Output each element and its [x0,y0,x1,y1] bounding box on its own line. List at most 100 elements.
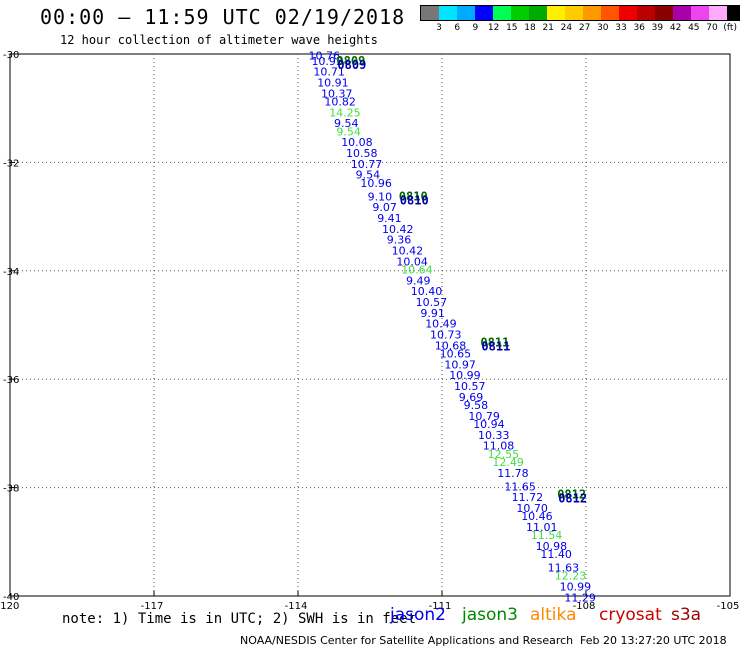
wave-height-value: 10.64 [401,264,433,277]
color-scale-label: 39 [651,23,664,33]
color-scale-label: 6 [454,23,461,33]
wave-height-value: 12.55 [488,448,519,461]
color-scale-labels: 3 6 9 12 15 18 21 24 27 30 33 36 39 42 45 70 (ft) [420,21,740,33]
wave-height-value: 10.76 [309,49,341,62]
color-swatch [421,6,439,20]
wave-height-value: 9.54 [336,125,361,138]
color-swatch [583,6,601,20]
wave-height-value: 11.78 [497,467,529,480]
color-swatch [655,6,673,20]
color-swatch [727,6,740,20]
wave-height-value: 11.01 [526,521,558,534]
color-swatch [673,6,691,20]
wave-height-value: 10.70 [516,502,548,515]
wave-height-value: 10.58 [346,147,378,160]
wave-height-value: 10.79 [468,410,500,423]
wave-height-value: 11.54 [531,529,563,542]
color-swatch [475,6,493,20]
wave-height-value: 10.73 [430,329,462,342]
legend-item-s3a: s3a [671,605,702,625]
wave-height-value: 12.23 [555,570,587,583]
wave-height-value: 10.93 [311,55,343,68]
wave-height-value: 10.99 [560,581,592,594]
wave-height-value: 11.72 [512,491,543,504]
wave-height-value: 9.49 [406,274,431,287]
color-scale-label: 9 [472,23,479,33]
x-tick-label: -117 [141,601,164,612]
pass-time-label: 0810 [399,189,428,203]
wave-height-value: 10.96 [360,177,392,190]
color-scale-label: 24 [560,23,573,33]
wave-height-value: 10.77 [351,158,383,171]
wave-height-value: 10.57 [454,380,486,393]
pass-time-label: 0809 [336,54,365,68]
y-tick-label: -40 [3,592,19,603]
color-scale: 3 6 9 12 15 18 21 24 27 30 33 36 39 42 45 70 (ft) [420,5,740,33]
pass-time-label-shadow: 0811 [481,340,510,354]
color-scale-label: 21 [542,23,554,33]
wave-height-value: 9.41 [377,212,402,225]
y-tick-label: -38 [3,484,19,495]
y-tick-label: -32 [3,158,19,169]
wave-height-value: 10.40 [411,285,443,298]
color-scale-label: 30 [597,23,609,33]
color-swatch [691,6,709,20]
wave-height-value: 11.08 [483,440,515,453]
wave-height-value: 11.29 [564,591,596,604]
footer-timestamp: Feb 20 13:27:20 UTC 2018 [580,634,727,647]
color-swatch [565,6,583,20]
color-swatch [547,6,565,20]
color-scale-label: 70 [706,23,718,33]
color-swatch [619,6,637,20]
wave-height-value: 9.10 [368,190,393,203]
wave-height-value: 10.33 [478,429,510,442]
wave-height-value: 10.99 [449,369,481,382]
wave-height-value: 10.65 [440,348,472,361]
wave-height-value: 10.04 [396,255,428,268]
color-scale-label: 3 [436,23,442,33]
pass-time-label-shadow: 0812 [558,491,587,505]
wave-height-value: 9.54 [334,117,359,130]
wave-height-value: 10.82 [324,95,356,108]
chart-title: 00:00 – 11:59 UTC 02/19/2018 [40,5,406,29]
wave-height-value: 10.68 [435,339,467,352]
y-tick-label: -34 [3,267,19,278]
wave-height-value: 9.54 [356,169,381,182]
wave-height-value: 10.98 [536,540,568,553]
pass-time-label-shadow: 0810 [400,193,429,207]
color-scale-unit: (ft) [723,23,737,33]
pass-time-label-shadow: 0809 [337,58,366,72]
wave-height-value: 11.65 [504,480,536,493]
wave-height-value: 10.94 [473,418,505,431]
x-tick-label: -108 [573,601,596,612]
note-text: note: 1) Time is in UTC; 2) SWH is in fe… [62,611,417,627]
y-tick-label: -36 [3,375,19,386]
color-swatch [511,6,529,20]
color-swatch [637,6,655,20]
color-swatch [457,6,475,20]
wave-height-value: 12.49 [492,456,524,469]
y-tick-label: -30 [3,50,19,61]
x-tick-label: -114 [285,601,308,612]
legend-item-jason3: jason3 [462,605,518,625]
color-swatch [439,6,457,20]
pass-time-label: 0812 [557,487,586,501]
x-tick-label: -105 [717,601,740,612]
color-scale-label: 36 [633,23,645,33]
color-swatch [709,6,727,20]
pass-time-label: 0811 [480,336,509,350]
x-tick-label: -111 [429,601,452,612]
wave-height-value: 10.37 [321,87,353,100]
wave-height-value: 10.57 [416,296,448,309]
legend-item-altika: altika [530,605,577,625]
wave-height-value: 9.07 [372,201,397,214]
color-scale-label: 33 [615,23,627,33]
color-scale-swatches [420,5,740,21]
wave-height-value: 9.91 [420,307,445,320]
wave-height-value: 14.25 [329,106,361,119]
wave-height-value: 11.40 [540,548,572,561]
chart-subtitle: 12 hour collection of altimeter wave hei… [60,33,378,47]
wave-height-value: 9.58 [464,399,489,412]
color-scale-label: 12 [487,23,500,33]
